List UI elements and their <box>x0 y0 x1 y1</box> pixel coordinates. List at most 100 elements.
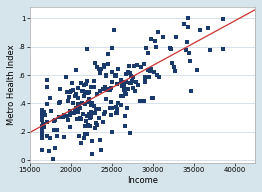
Point <box>53 147 57 150</box>
Point <box>119 103 123 107</box>
Point <box>93 127 97 130</box>
Point <box>74 107 78 110</box>
Point <box>93 112 97 115</box>
Point <box>99 67 103 70</box>
Point <box>123 92 127 95</box>
Point <box>79 82 84 85</box>
Point <box>85 125 89 128</box>
Point <box>146 69 150 72</box>
Point <box>107 88 112 91</box>
Point <box>99 148 103 151</box>
Point <box>118 94 123 97</box>
Point <box>68 109 72 112</box>
Point <box>152 40 157 43</box>
Point <box>102 113 106 116</box>
Point <box>154 46 158 49</box>
Point <box>105 87 109 90</box>
Point <box>86 113 91 116</box>
Point <box>74 92 79 95</box>
Point <box>72 111 76 114</box>
Point <box>83 103 88 106</box>
Y-axis label: Metro Health Index: Metro Health Index <box>7 45 16 125</box>
Point <box>118 79 123 82</box>
Point <box>84 83 88 86</box>
Point <box>40 148 44 151</box>
Point <box>83 133 87 136</box>
Point <box>114 111 118 114</box>
Point <box>79 118 83 121</box>
Point <box>156 31 160 34</box>
Point <box>74 117 79 120</box>
Point <box>116 101 120 104</box>
Point <box>122 89 126 92</box>
Point <box>63 115 67 118</box>
Point <box>109 113 113 116</box>
Point <box>53 119 57 122</box>
Point <box>123 114 127 117</box>
Point <box>119 82 124 85</box>
Point <box>61 115 66 118</box>
Point <box>73 95 77 98</box>
Point <box>110 46 114 50</box>
Point <box>128 81 132 84</box>
Point <box>85 80 89 83</box>
Point <box>106 53 111 56</box>
Point <box>195 69 199 72</box>
Point <box>54 128 59 131</box>
Point <box>40 113 44 116</box>
Point <box>134 80 138 84</box>
Point <box>87 97 91 100</box>
Point <box>85 47 90 50</box>
Point <box>66 119 70 122</box>
Point <box>189 89 193 92</box>
Point <box>89 104 93 107</box>
Point <box>82 83 86 86</box>
Point <box>71 101 75 104</box>
Point <box>198 28 202 31</box>
Point <box>90 139 94 142</box>
Point <box>128 74 133 77</box>
Point <box>124 72 128 75</box>
Point <box>41 123 46 126</box>
Point <box>128 132 132 135</box>
Point <box>65 114 69 117</box>
Point <box>51 120 56 123</box>
Point <box>82 95 86 98</box>
Point <box>89 113 94 116</box>
Point <box>78 141 83 144</box>
Point <box>86 123 90 126</box>
Point <box>126 87 130 90</box>
Point <box>77 102 81 105</box>
Point <box>170 62 174 65</box>
Point <box>95 65 100 68</box>
Point <box>186 17 190 20</box>
Point <box>45 102 49 105</box>
Point <box>66 100 70 103</box>
Point <box>115 83 119 86</box>
Point <box>124 106 129 109</box>
Point <box>83 124 87 127</box>
Point <box>119 80 123 83</box>
Point <box>102 64 106 67</box>
Point <box>57 87 62 90</box>
Point <box>92 104 96 108</box>
Point <box>48 137 52 140</box>
Point <box>40 125 44 128</box>
Point <box>187 51 191 54</box>
Point <box>116 67 120 70</box>
X-axis label: Income: Income <box>127 176 158 185</box>
Point <box>47 150 51 153</box>
Point <box>115 107 119 110</box>
Point <box>81 112 85 115</box>
Point <box>152 71 156 74</box>
Point <box>88 125 92 128</box>
Point <box>172 65 177 68</box>
Point <box>58 100 62 103</box>
Point <box>57 102 61 105</box>
Point <box>104 73 108 76</box>
Point <box>112 28 116 31</box>
Point <box>68 126 73 129</box>
Point <box>126 70 130 74</box>
Point <box>85 114 89 117</box>
Point <box>143 80 148 84</box>
